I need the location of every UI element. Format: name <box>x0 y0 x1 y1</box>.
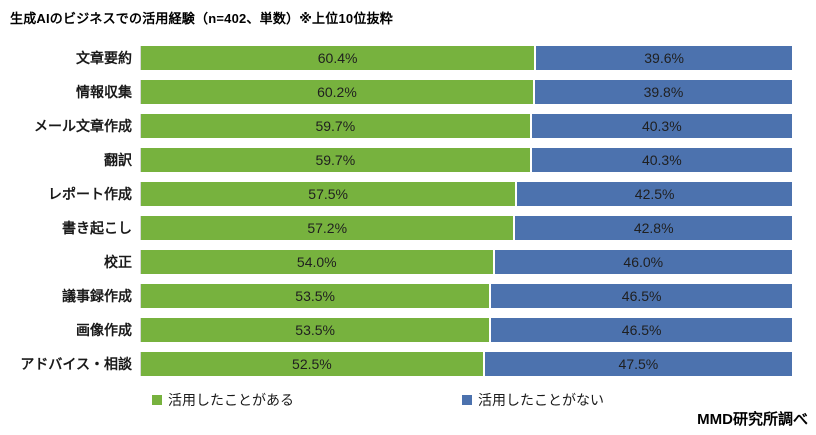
bar-value-label: 59.7% <box>315 152 356 168</box>
bar-segment-not-used: 46.5% <box>489 284 792 308</box>
category-label: アドバイス・相談 <box>20 356 132 372</box>
category-label: 書き起こし <box>62 220 132 236</box>
bar-track: 59.7% 40.3% <box>140 114 792 138</box>
category-label: 画像作成 <box>76 322 132 338</box>
bar-row: 翻訳 59.7% 40.3% <box>0 148 816 172</box>
bar-track: 60.2% 39.8% <box>140 80 792 104</box>
legend-swatch-used <box>152 395 162 405</box>
bar-value-label: 40.3% <box>641 118 682 134</box>
chart-title: 生成AIのビジネスでの活用経験（n=402、単数）※上位10位抜粋 <box>10 11 393 26</box>
legend-label-not-used: 活用したことがない <box>478 392 604 408</box>
bar-row: 校正 54.0% 46.0% <box>0 250 816 274</box>
bar-value-label: 54.0% <box>296 254 337 270</box>
bar-value-label: 60.4% <box>317 50 358 66</box>
bar-segment-used: 59.7% <box>141 114 530 138</box>
bar-track: 54.0% 46.0% <box>140 250 792 274</box>
bar-value-label: 39.6% <box>644 50 684 66</box>
bar-track: 57.5% 42.5% <box>140 182 792 206</box>
bar-row: レポート作成 57.5% 42.5% <box>0 182 816 206</box>
bar-segment-used: 60.2% <box>141 80 533 104</box>
bar-value-label: 57.5% <box>308 186 348 202</box>
bar-row: 議事録作成 53.5% 46.5% <box>0 284 816 308</box>
bar-segment-not-used: 47.5% <box>482 352 792 376</box>
bar-row: 画像作成 53.5% 46.5% <box>0 318 816 342</box>
bar-track: 52.5% 47.5% <box>140 352 792 376</box>
bar-value-label: 42.8% <box>633 220 674 236</box>
bar-track: 53.5% 46.5% <box>140 318 792 342</box>
category-label: 情報収集 <box>76 84 132 100</box>
bar-value-label: 59.7% <box>315 118 356 134</box>
bar-track: 59.7% 40.3% <box>140 148 792 172</box>
bar-segment-not-used: 40.3% <box>529 148 792 172</box>
bar-segment-not-used: 42.5% <box>515 182 792 206</box>
bar-segment-used: 60.4% <box>141 46 535 70</box>
bar-segment-not-used: 42.8% <box>513 216 792 240</box>
bar-value-label: 47.5% <box>618 356 659 372</box>
bar-row: メール文章作成 59.7% 40.3% <box>0 114 816 138</box>
bar-segment-used: 57.5% <box>141 182 516 206</box>
bar-row: 文章要約 60.4% 39.6% <box>0 46 816 70</box>
legend-swatch-not-used <box>462 395 472 405</box>
category-label: 議事録作成 <box>62 288 132 304</box>
bar-value-label: 60.2% <box>317 84 357 100</box>
bar-rows: 文章要約 60.4% 39.6% 情報収集 60.2% 39.8% メール文章作成 59.7%… <box>0 46 816 386</box>
bar-value-label: 53.5% <box>295 288 335 304</box>
bar-segment-not-used: 39.6% <box>534 46 792 70</box>
legend: 活用したことがある 活用したことがない <box>140 390 800 410</box>
bar-track: 57.2% 42.8% <box>140 216 792 240</box>
bar-segment-used: 53.5% <box>141 318 490 342</box>
category-label: メール文章作成 <box>34 118 132 134</box>
bar-value-label: 40.3% <box>641 152 682 168</box>
bar-segment-used: 54.0% <box>141 250 493 274</box>
bar-segment-not-used: 46.5% <box>489 318 792 342</box>
category-label: 翻訳 <box>104 152 132 168</box>
bar-value-label: 53.5% <box>295 322 335 338</box>
category-label: 校正 <box>104 254 132 270</box>
bar-value-label: 52.5% <box>292 356 332 372</box>
bar-value-label: 39.8% <box>643 84 684 100</box>
legend-label-used: 活用したことがある <box>168 392 294 408</box>
bar-track: 53.5% 46.5% <box>140 284 792 308</box>
bar-value-label: 42.5% <box>634 186 675 202</box>
bar-row: 情報収集 60.2% 39.8% <box>0 80 816 104</box>
bar-value-label: 46.0% <box>623 254 664 270</box>
category-label: 文章要約 <box>76 50 132 66</box>
bar-segment-not-used: 46.0% <box>492 250 792 274</box>
bar-segment-used: 53.5% <box>141 284 490 308</box>
legend-item-used: 活用したことがある <box>152 390 294 410</box>
bar-value-label: 46.5% <box>621 322 662 338</box>
bar-segment-used: 52.5% <box>141 352 483 376</box>
bar-track: 60.4% 39.6% <box>140 46 792 70</box>
bar-value-label: 46.5% <box>621 288 662 304</box>
legend-item-not-used: 活用したことがない <box>462 390 604 410</box>
bar-segment-not-used: 39.8% <box>532 80 792 104</box>
bar-segment-not-used: 40.3% <box>529 114 792 138</box>
bar-value-label: 57.2% <box>307 220 348 236</box>
category-label: レポート作成 <box>48 186 132 202</box>
bar-segment-used: 57.2% <box>141 216 514 240</box>
source-note: MMD研究所調べ <box>697 411 808 428</box>
bar-row: 書き起こし 57.2% 42.8% <box>0 216 816 240</box>
bar-segment-used: 59.7% <box>141 148 530 172</box>
bar-row: アドバイス・相談 52.5% 47.5% <box>0 352 816 376</box>
